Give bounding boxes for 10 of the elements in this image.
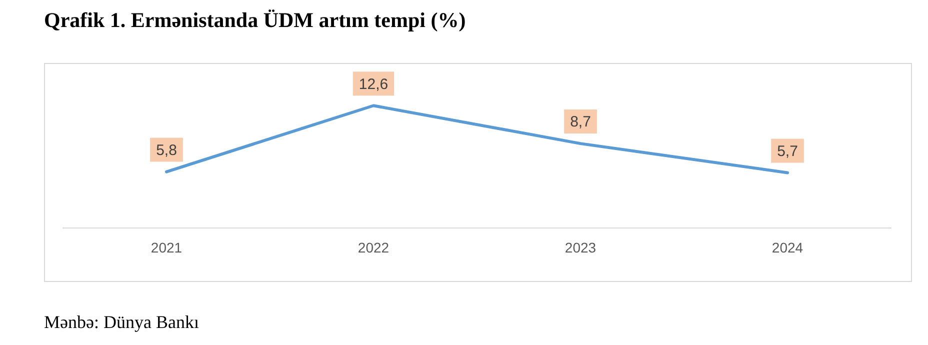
- data-label: 5,8: [156, 142, 177, 159]
- x-tick-label: 2021: [150, 239, 182, 256]
- data-label: 5,7: [777, 142, 798, 160]
- data-label: 8,7: [570, 114, 591, 131]
- x-tick-label: 2022: [358, 239, 390, 256]
- chart-title: Qrafik 1. Ermənistanda ÜDM artım tempi (%): [44, 8, 466, 33]
- text: Mənbə: Dünya Bankı: [44, 312, 199, 333]
- x-tick-label: 2023: [564, 239, 596, 256]
- x-tick-label: 2024: [772, 239, 804, 256]
- data-label: 12,6: [358, 76, 388, 93]
